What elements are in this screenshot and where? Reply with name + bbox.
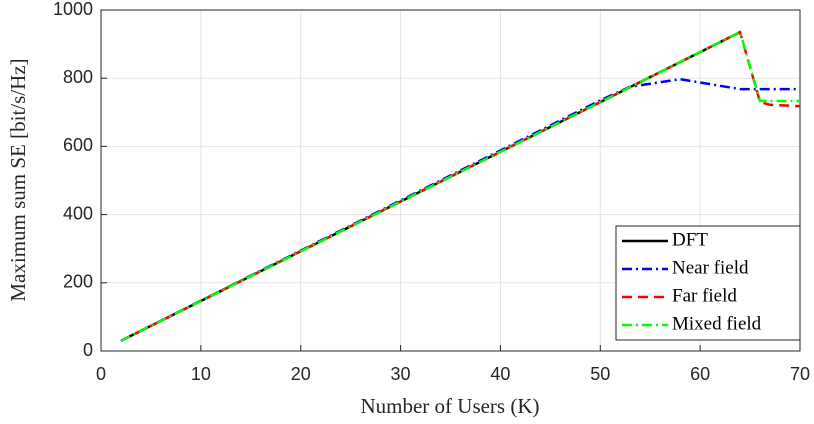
legend-label: Mixed field bbox=[672, 313, 762, 334]
x-tick-label: 40 bbox=[490, 364, 510, 384]
x-tick-label: 10 bbox=[191, 364, 211, 384]
x-axis-label: Number of Users (K) bbox=[360, 394, 539, 418]
legend-label: Near field bbox=[672, 257, 749, 278]
legend-label: Far field bbox=[672, 285, 737, 306]
x-tick-label: 20 bbox=[291, 364, 311, 384]
axes-box bbox=[100, 9, 801, 352]
x-tick-label: 30 bbox=[391, 364, 411, 384]
y-tick-label: 800 bbox=[63, 67, 93, 87]
series-line bbox=[120, 77, 800, 342]
y-tick-label: 1000 bbox=[53, 0, 93, 19]
x-tick-label: 70 bbox=[790, 364, 810, 384]
legend-label: DFT bbox=[672, 229, 708, 250]
y-tick-label: 200 bbox=[63, 272, 93, 292]
y-tick-label: 600 bbox=[63, 135, 93, 155]
y-axis-label: Maximum sum SE [bit/s/Hz] bbox=[6, 58, 30, 301]
series-line bbox=[120, 30, 801, 342]
series-line bbox=[120, 30, 800, 342]
legend-box bbox=[615, 225, 801, 341]
x-tick-label: 0 bbox=[96, 364, 106, 384]
x-tick-label: 50 bbox=[590, 364, 610, 384]
y-tick-label: 400 bbox=[63, 203, 93, 223]
y-tick-label: 0 bbox=[83, 340, 93, 360]
x-tick-label: 60 bbox=[690, 364, 710, 384]
